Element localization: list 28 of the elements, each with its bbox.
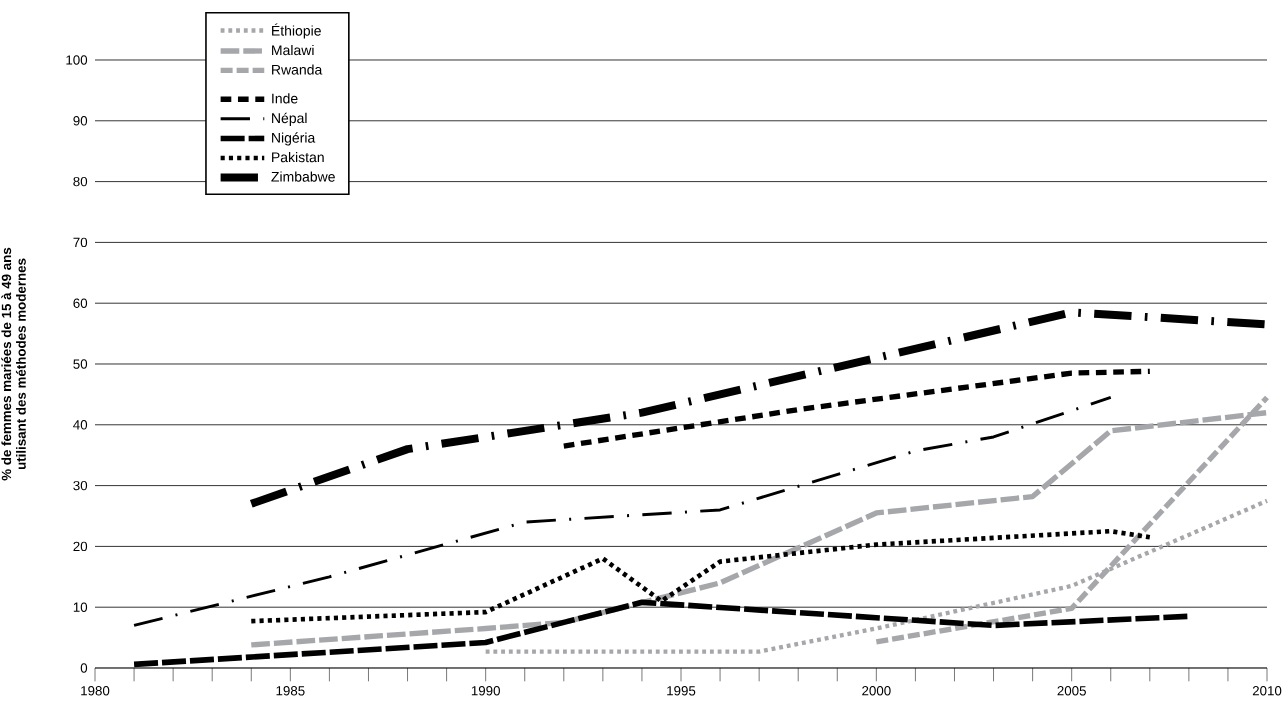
y-tick-label: 90: [73, 116, 88, 126]
y-tick-label: 60: [73, 298, 88, 308]
legend-label: Éthiopie: [272, 23, 321, 39]
y-tick-label: 0: [80, 663, 88, 673]
y-tick-label: 100: [66, 55, 88, 65]
legend-label: Malawi: [272, 44, 314, 56]
y-axis-title: % de femmes mariées de 15 à 49 ans utilisant des méthodes modernes: [1, 247, 26, 481]
y-tick-label: 40: [73, 420, 88, 430]
legend-label: Zimbabwe: [271, 171, 335, 182]
x-tick-label: 2010: [1252, 686, 1282, 696]
legend-label: Inde: [272, 93, 298, 104]
legend-label: Pakistan: [272, 151, 324, 163]
y-tick-label: 80: [73, 176, 88, 187]
x-tick-label: 2005: [1057, 686, 1086, 696]
line-series: [132, 395, 1113, 627]
x-tick-label: 1990: [471, 686, 500, 696]
legend-label: Népal: [272, 112, 307, 126]
legend-label: Rwanda: [272, 64, 323, 75]
x-tick-label: 1995: [667, 686, 696, 696]
x-tick-label: 2000: [862, 686, 891, 696]
x-tick-label: 1980: [81, 686, 110, 696]
x-tick-label: 1985: [276, 686, 305, 696]
y-tick-label: 70: [73, 237, 88, 248]
y-tick-label: 20: [73, 541, 88, 552]
y-tick-label: 10: [73, 602, 88, 612]
y-tick-label: 50: [73, 359, 88, 369]
legend-label: Nigéria: [272, 132, 316, 146]
y-tick-label: 30: [73, 480, 88, 491]
